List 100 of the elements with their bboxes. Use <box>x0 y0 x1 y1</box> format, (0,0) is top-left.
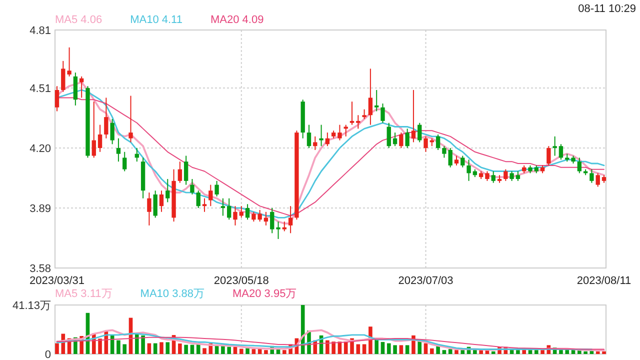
bar <box>98 338 102 354</box>
bar <box>356 344 360 354</box>
bar <box>528 350 532 354</box>
x-tick-label: 2023/08/11 <box>576 275 632 287</box>
candlestick <box>448 148 452 168</box>
candlestick <box>368 68 373 126</box>
candlestick <box>208 184 213 207</box>
x-tick-label: 2023/07/03 <box>398 275 454 287</box>
bar <box>430 348 434 354</box>
bar <box>418 342 422 354</box>
y-tick-label: 4.51 <box>30 83 51 96</box>
y-tick-label: 4.81 <box>30 25 51 37</box>
bar <box>405 345 410 354</box>
y-tick-label: 4.20 <box>30 143 51 156</box>
candlestick <box>460 155 465 168</box>
candlestick <box>356 114 360 130</box>
candlestick <box>325 132 330 147</box>
candlestick <box>546 146 551 166</box>
candlestick <box>485 170 490 182</box>
bar <box>442 350 446 354</box>
bar <box>540 350 544 354</box>
bar <box>55 343 59 354</box>
candlestick <box>202 198 207 212</box>
text: MA5 4.06 <box>55 14 102 26</box>
candlestick <box>54 86 60 112</box>
candlestick <box>227 198 232 220</box>
text: MA10 4.11 <box>130 14 182 26</box>
line-series <box>56 329 605 352</box>
candlestick <box>442 146 446 158</box>
bar <box>122 344 127 354</box>
bar <box>264 350 268 354</box>
bar <box>596 351 600 354</box>
bar <box>362 344 366 354</box>
text: MA20 3.95万 <box>232 288 297 300</box>
candlestick <box>313 136 318 150</box>
bar <box>196 344 200 354</box>
bar <box>516 350 520 354</box>
line-series <box>56 333 592 350</box>
text: MA10 3.88万 <box>140 288 204 300</box>
candlestick <box>380 103 385 124</box>
candlestick <box>276 221 280 240</box>
candlestick <box>552 136 557 156</box>
candlestick <box>92 101 96 158</box>
candlestick <box>386 122 391 149</box>
bar <box>227 346 231 354</box>
bar <box>233 346 238 354</box>
bar <box>374 339 378 354</box>
bar <box>380 342 385 354</box>
text: MA20 4.09 <box>210 14 264 26</box>
bar <box>436 346 440 354</box>
candlestick <box>516 170 520 182</box>
candlestick <box>67 46 72 77</box>
bar <box>491 351 496 354</box>
candlestick <box>264 211 268 226</box>
candlestick <box>577 157 582 174</box>
bar <box>344 342 348 354</box>
candlestick <box>338 124 342 141</box>
y-tick-label: 3.58 <box>30 263 51 275</box>
y-tick-label: 3.89 <box>30 203 51 216</box>
candlestick <box>166 178 170 203</box>
candlestick <box>104 97 108 139</box>
bar <box>134 334 139 354</box>
candlestick <box>510 170 514 182</box>
candlestick <box>128 95 133 143</box>
candlestick <box>350 101 354 126</box>
bar <box>332 342 336 354</box>
candlestick <box>159 190 164 212</box>
bar <box>565 350 570 354</box>
bar <box>571 350 576 354</box>
candlestick <box>220 198 226 216</box>
bar <box>399 345 404 354</box>
bar <box>246 348 250 354</box>
bar <box>153 343 158 354</box>
bar <box>178 344 182 354</box>
bar <box>116 340 120 354</box>
candlestick <box>214 180 219 197</box>
bar <box>454 350 458 354</box>
candlestick <box>344 124 348 137</box>
candlestick <box>466 159 471 182</box>
candlestick <box>184 155 188 186</box>
candlestick <box>110 118 114 145</box>
candlestick <box>282 221 286 232</box>
bar <box>202 348 206 354</box>
candlestick <box>399 132 404 149</box>
bar <box>559 350 563 354</box>
bar <box>460 350 465 354</box>
candlestick <box>411 89 416 143</box>
candlestick <box>306 124 312 149</box>
bar <box>326 340 330 354</box>
y-tick-label: 41.13万 <box>12 300 51 312</box>
bar <box>141 335 145 354</box>
y-tick-label: 0 <box>44 349 51 360</box>
candlestick <box>319 124 324 147</box>
bar <box>386 343 391 354</box>
x-tick-label: 2023/03/31 <box>29 275 85 287</box>
candlestick <box>178 161 182 184</box>
candlestick <box>374 89 379 112</box>
text: 08-11 10:29 <box>578 3 636 15</box>
text: MA5 3.11万 <box>55 288 112 300</box>
bar <box>160 342 164 354</box>
